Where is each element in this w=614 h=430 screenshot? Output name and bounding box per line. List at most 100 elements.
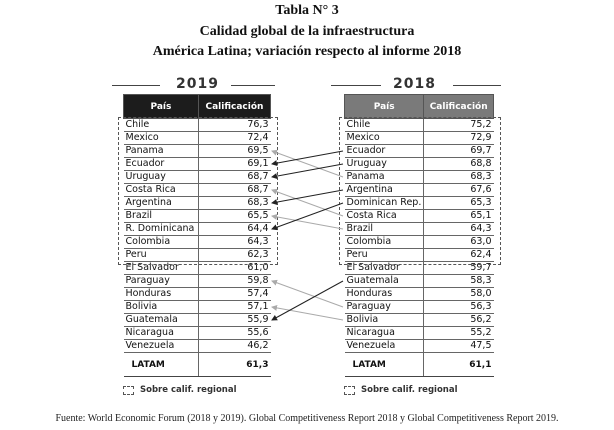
year-2019-label: 2019 [176,76,219,92]
country-cell: Uruguay [123,170,199,184]
table-row: Peru 62,4 [344,248,494,262]
table-row: Colombia 63,0 [344,235,494,249]
country-cell: Panama [123,144,199,158]
table-number: Tabla N° 3 [275,3,339,18]
table-row: Chile 76,3 [123,118,271,132]
country-cell: Guatemala [344,274,424,288]
score-cell: 76,3 [197,118,271,132]
country-cell: Mexico [344,131,424,145]
table-row: Dominican Rep. 65,3 [344,196,494,210]
score-cell: 59,8 [197,274,271,288]
table-row: Venezuela 47,5 [344,339,494,353]
table-row: Argentina 68,3 [123,196,271,210]
rank-change-arrow [271,150,344,167]
rank-change-arrow [271,280,344,321]
score-cell: 64,3 [423,222,494,236]
country-cell: Guatemala [123,313,199,327]
score-cell: 55,9 [197,313,271,327]
score-cell: 68,7 [197,183,271,197]
country-cell: Brazil [123,209,199,223]
score-cell: 67,6 [423,183,494,197]
country-cell: Bolivia [344,313,424,327]
table-row: Honduras 57,4 [123,287,271,301]
legend-label: Sobre calif. regional [140,385,237,395]
score-cell: 57,4 [197,287,271,301]
country-cell: Argentina [123,196,199,210]
table-row: Brazil 64,3 [344,222,494,236]
table-row: Colombia 64,3 [123,235,271,249]
table-2018: País Calificación Chile 75,2 Mexico 72,9 Ecu… [343,94,494,377]
score-cell: 69,1 [197,157,271,171]
table-row: Panama 69,5 [123,144,271,158]
country-cell: Costa Rica [344,209,424,223]
score-cell: 62,4 [423,248,494,262]
rank-change-arrow [271,202,344,231]
legend-dashed-box-icon [123,385,134,395]
table-row: Guatemala 58,3 [344,274,494,288]
header-rule-right-a [331,85,381,86]
table-row: R. Dominicana 64,4 [123,222,271,236]
score-cell: 65,5 [197,209,271,223]
rank-change-arrow [271,149,344,178]
country-cell: Colombia [123,235,199,249]
score-cell: 56,2 [423,313,494,327]
rank-change-arrow [271,304,344,321]
table-row: Ecuador 69,1 [123,157,271,171]
latam-score: 61,3 [197,352,271,377]
col-header-country: País [343,94,425,119]
table-title: Calidad global de la infraestructura [199,24,415,39]
table-row: Argentina 67,6 [344,183,494,197]
col-header-country: País [123,94,199,119]
latam-row: LATAM 61,3 [123,352,271,377]
rank-change-arrow [271,213,344,230]
score-cell: 57,1 [197,300,271,314]
score-cell: 65,3 [423,196,494,210]
legend-2019: Sobre calif. regional [123,385,236,395]
table-row: Costa Rica 65,1 [344,209,494,223]
col-header-score: Calificación [197,94,272,119]
country-cell: Dominican Rep. [344,196,424,210]
table-row: Nicaragua 55,2 [344,326,494,340]
country-cell: Peru [123,248,199,262]
country-cell: Nicaragua [344,326,424,340]
legend-label: Sobre calif. regional [361,385,458,395]
country-cell: Venezuela [344,339,424,353]
table-row: Chile 75,2 [344,118,494,132]
rank-change-arrow [271,279,344,308]
source-note: Fuente: World Economic Forum (2018 y 201… [55,413,559,424]
table-row: Paraguay 59,8 [123,274,271,288]
country-cell: Honduras [344,287,424,301]
table-row: Honduras 58,0 [344,287,494,301]
col-header-score: Calificación [423,94,494,119]
score-cell: 55,2 [423,326,494,340]
country-cell: Venezuela [123,339,199,353]
country-cell: Colombia [344,235,424,249]
score-cell: 56,3 [423,300,494,314]
table-subtitle: América Latina; variación respecto al in… [152,44,462,59]
country-cell: Bolivia [123,300,199,314]
country-cell: Ecuador [344,144,424,158]
score-cell: 75,2 [423,118,494,132]
score-cell: 63,0 [423,235,494,249]
table-row: Uruguay 68,7 [123,170,271,184]
table-row: Ecuador 69,7 [344,144,494,158]
table-row: Bolivia 57,1 [123,300,271,314]
country-cell: Mexico [123,131,199,145]
latam-score: 61,1 [423,352,494,377]
score-cell: 64,3 [197,235,271,249]
country-cell: Uruguay [344,157,424,171]
year-2018-label: 2018 [393,76,436,92]
country-cell: Nicaragua [123,326,199,340]
header-rule-right-b [453,85,501,86]
country-cell: R. Dominicana [123,222,199,236]
table-row: Mexico 72,9 [344,131,494,145]
table-row: Uruguay 68,8 [344,157,494,171]
table-row: Bolivia 56,2 [344,313,494,327]
legend-2018: Sobre calif. regional [344,385,457,395]
rank-change-arrow [271,163,344,180]
score-cell: 69,5 [197,144,271,158]
table-row: Paraguay 56,3 [344,300,494,314]
score-cell: 58,0 [423,287,494,301]
score-cell: 55,6 [197,326,271,340]
